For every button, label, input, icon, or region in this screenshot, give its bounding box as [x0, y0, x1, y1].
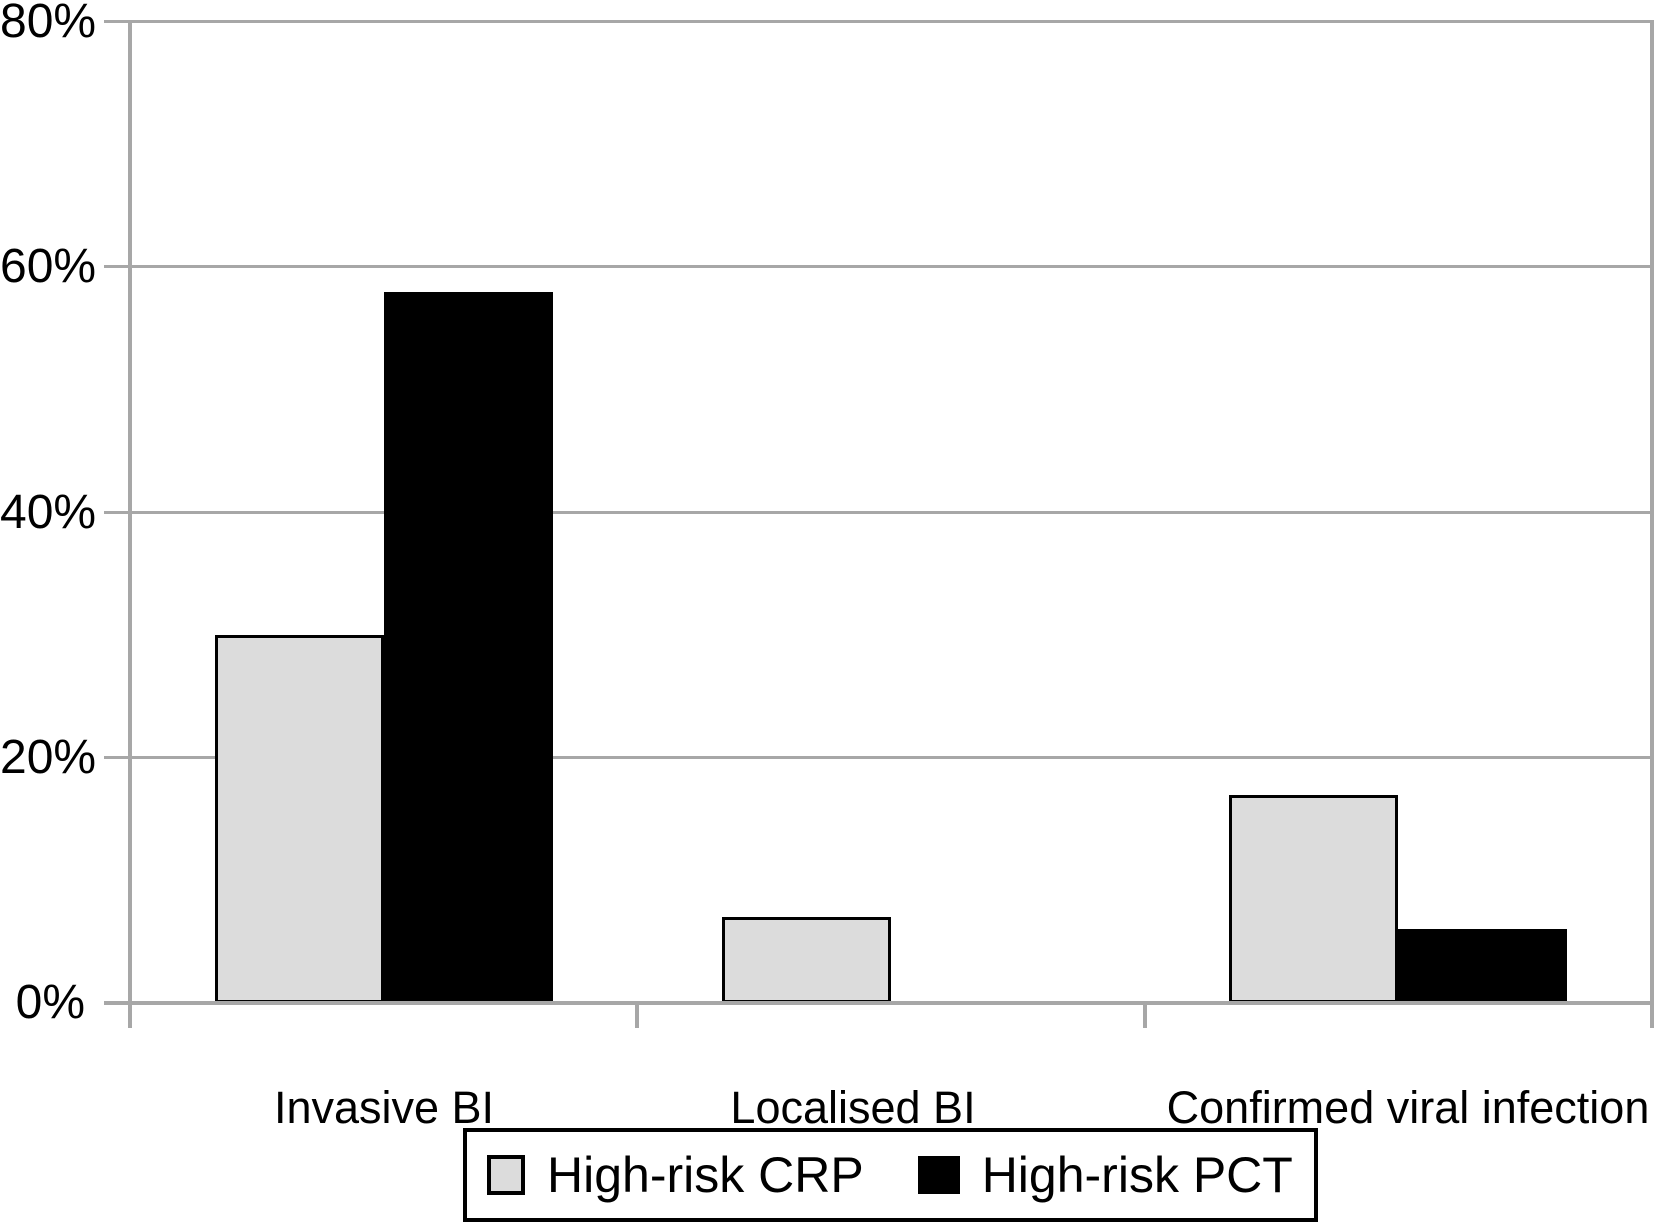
x-category-label-invasive-bi: Invasive BI: [273, 1082, 495, 1133]
y-axis-line: [128, 20, 132, 1028]
y-tick-label-0: 0%: [15, 976, 85, 1029]
x-category-label-confirmed-viral-infection: Confirmed viral infection: [1166, 1082, 1650, 1133]
y-tick-label-60: 60%: [0, 240, 97, 294]
x-axis-tick: [128, 1003, 132, 1028]
x-axis-tick: [1142, 1003, 1147, 1028]
x-axis-tick: [635, 1003, 640, 1028]
legend-label-high-risk-pct: High-risk PCT: [981, 1147, 1293, 1203]
x-axis-line: [104, 1001, 1652, 1005]
legend-item-high-risk-pct: High-risk PCT: [917, 1147, 1293, 1203]
gridline-60: [104, 265, 1652, 269]
bar-high-risk-pct-invasive-bi: [383, 291, 553, 1003]
y-tick-label-40: 40%: [0, 485, 97, 539]
gridline-40: [104, 510, 1652, 514]
pct-legend-swatch: [917, 1156, 960, 1194]
y-tick-label-80: 80%: [0, 0, 97, 48]
bar-high-risk-crp-invasive-bi: [214, 635, 384, 1003]
legend: High-risk CRP High-risk PCT: [463, 1128, 1318, 1222]
gridline-20: [104, 755, 1652, 759]
bar-high-risk-pct-confirmed-viral-infection: [1398, 929, 1568, 1003]
plot-right-border: [1650, 20, 1654, 1028]
x-category-label-localised-bi: Localised BI: [730, 1082, 976, 1133]
plot-area: [104, 20, 1654, 1028]
gridline-80: [104, 20, 1652, 23]
legend-item-high-risk-crp: High-risk CRP: [487, 1150, 864, 1200]
x-axis-tick: [1650, 1003, 1654, 1028]
bar-high-risk-crp-localised-bi: [721, 917, 891, 1003]
legend-label-high-risk-crp: High-risk CRP: [547, 1147, 864, 1203]
bar-high-risk-crp-confirmed-viral-infection: [1229, 794, 1399, 1003]
crp-legend-swatch: [487, 1155, 525, 1195]
y-tick-label-20: 20%: [0, 730, 97, 784]
